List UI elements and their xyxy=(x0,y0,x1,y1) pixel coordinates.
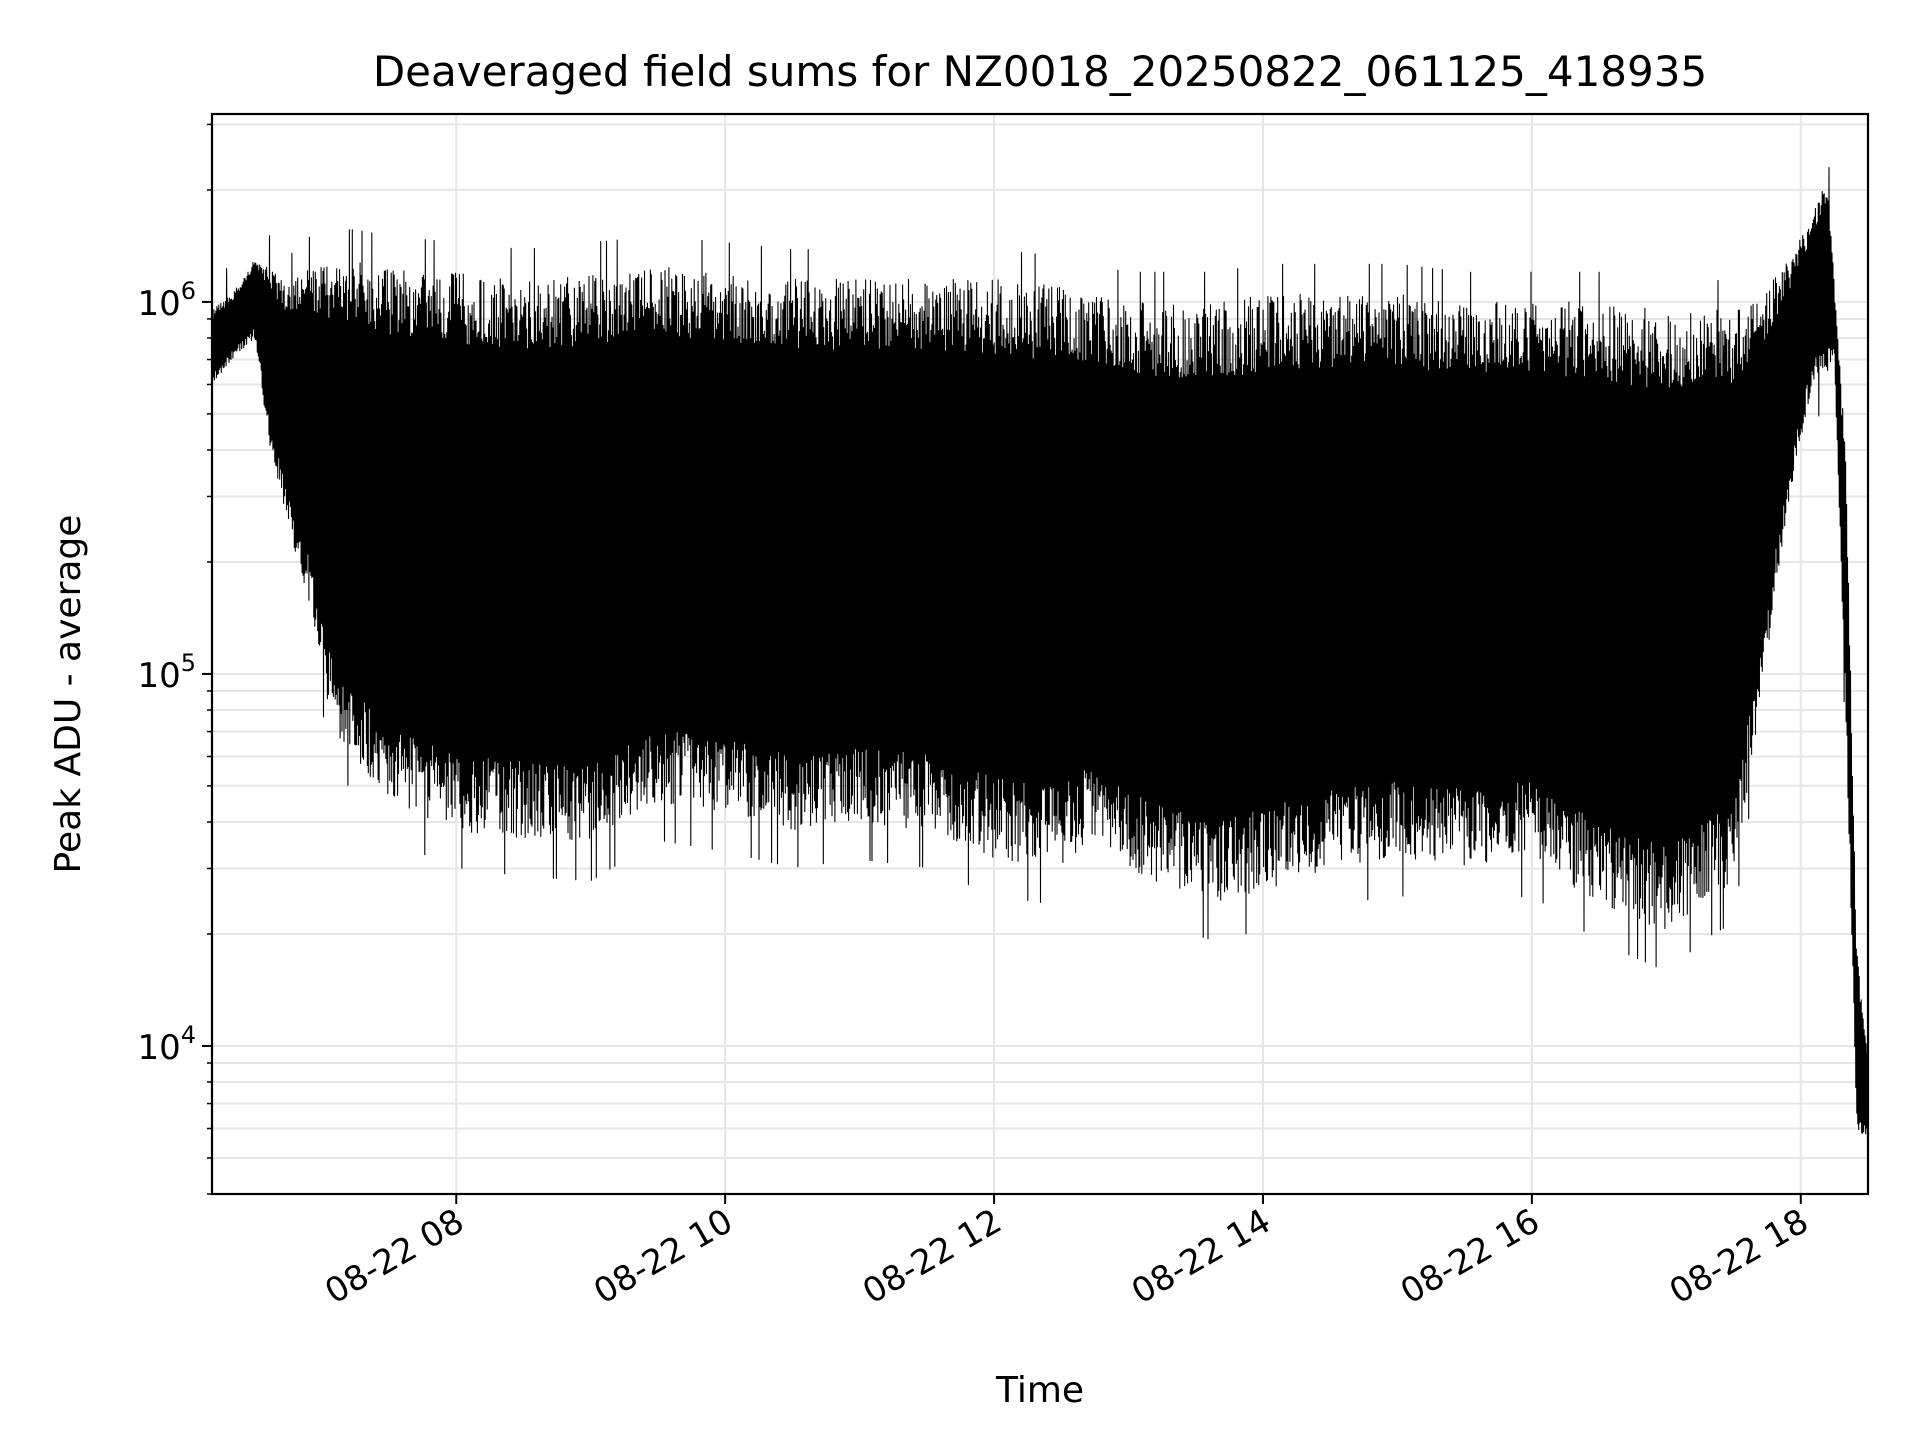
plot-frame xyxy=(210,112,1870,1196)
plot-area xyxy=(211,167,1869,1143)
series-line xyxy=(211,167,1869,1143)
y-tick-label: 106 xyxy=(137,277,196,324)
y-tick-label: 105 xyxy=(137,649,196,696)
y-axis: 104 105 106 xyxy=(137,123,212,1195)
x-axis-label: Time xyxy=(995,1370,1084,1411)
y-axis-label: Peak ADU - average xyxy=(48,515,89,874)
y-tick-label: 104 xyxy=(137,1021,196,1068)
chart-title: Deaveraged field sums for NZ0018_2025082… xyxy=(373,47,1707,96)
